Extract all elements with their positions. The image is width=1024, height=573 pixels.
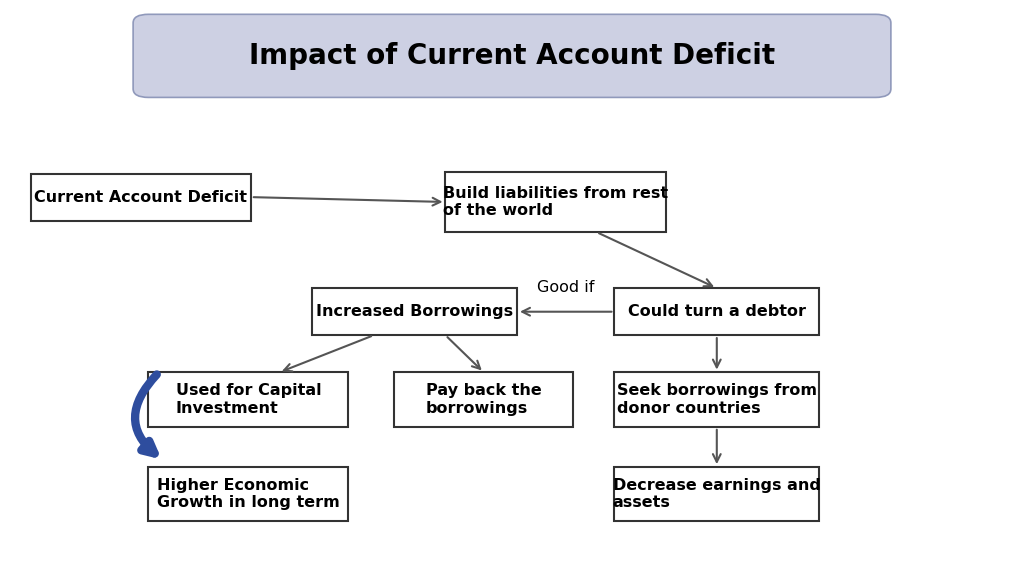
FancyBboxPatch shape <box>614 372 819 427</box>
FancyBboxPatch shape <box>312 288 517 335</box>
Text: Used for Capital
Investment: Used for Capital Investment <box>175 383 322 416</box>
FancyBboxPatch shape <box>31 174 251 221</box>
Text: Seek borrowings from
donor countries: Seek borrowings from donor countries <box>616 383 817 416</box>
Text: Increased Borrowings: Increased Borrowings <box>316 304 513 319</box>
Text: Current Account Deficit: Current Account Deficit <box>34 190 248 205</box>
FancyBboxPatch shape <box>445 172 666 232</box>
Text: Could turn a debtor: Could turn a debtor <box>628 304 806 319</box>
FancyBboxPatch shape <box>614 288 819 335</box>
FancyBboxPatch shape <box>133 14 891 97</box>
FancyBboxPatch shape <box>394 372 573 427</box>
Text: Higher Economic
Growth in long term: Higher Economic Growth in long term <box>157 478 340 511</box>
Text: Good if: Good if <box>537 280 595 295</box>
FancyBboxPatch shape <box>614 467 819 521</box>
Text: Pay back the
borrowings: Pay back the borrowings <box>426 383 542 416</box>
Text: Build liabilities from rest
of the world: Build liabilities from rest of the world <box>443 186 668 218</box>
FancyBboxPatch shape <box>148 372 348 427</box>
Text: Decrease earnings and
assets: Decrease earnings and assets <box>612 478 821 511</box>
Text: Impact of Current Account Deficit: Impact of Current Account Deficit <box>249 42 775 70</box>
FancyBboxPatch shape <box>148 467 348 521</box>
